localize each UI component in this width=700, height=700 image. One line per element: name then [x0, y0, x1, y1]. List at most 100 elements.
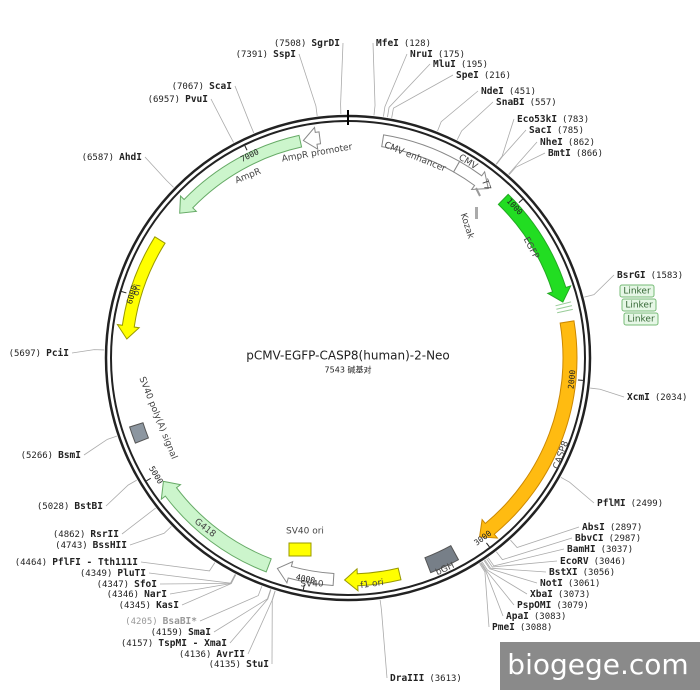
site-name: PflFI - Tth111I — [52, 557, 138, 568]
site-position: (5028) — [37, 502, 70, 512]
site-position: (4743) — [55, 541, 88, 551]
site-position: (3088) — [520, 623, 553, 633]
linker-mark — [557, 308, 573, 314]
site-position: (4159) — [151, 628, 184, 638]
site-label: SpeI (216) — [456, 70, 511, 81]
site-name: PluTI — [117, 568, 146, 579]
feature-arrow — [116, 236, 166, 340]
site-position: (3613) — [429, 674, 462, 684]
site-label: MfeI (128) — [376, 38, 431, 49]
site-position: (3073) — [558, 590, 591, 600]
site-connector — [210, 98, 234, 143]
site-connector — [372, 42, 376, 116]
site-name: AvrII — [216, 649, 245, 660]
site-position: (3061) — [568, 579, 601, 589]
site-label: PmeI (3088) — [492, 622, 552, 633]
site-connector — [480, 562, 515, 606]
site-label: (4347) SfoI — [97, 579, 157, 590]
site-label: AbsI (2897) — [582, 522, 642, 533]
linker-box — [621, 298, 657, 312]
site-label: (5266) BsmI — [21, 450, 81, 461]
site-position: (6957) — [148, 95, 181, 105]
site-label: (7508) SgrDI — [274, 38, 340, 49]
site-position: (3037) — [601, 545, 634, 555]
site-connector — [495, 118, 515, 165]
site-connector — [487, 548, 565, 567]
site-connector — [340, 42, 344, 115]
ring-tick-label: 5000 — [147, 465, 165, 486]
site-connector — [486, 558, 558, 568]
site-name: KasI — [156, 600, 179, 611]
watermark: biogege.com — [507, 648, 688, 681]
site-connector — [383, 53, 408, 117]
feature-arrow — [129, 422, 150, 444]
site-name: Eco53kI — [517, 114, 557, 125]
site-connector — [483, 560, 538, 584]
site-label: BbvCI (2987) — [575, 533, 641, 544]
feature-label: f1 ori — [360, 578, 385, 591]
site-label: (4743) BssHII — [55, 540, 127, 551]
site-connector — [105, 479, 137, 507]
site-position: (4349) — [80, 569, 113, 579]
site-label: (4205) BsaBI* — [125, 616, 197, 627]
site-name: AhdI — [119, 152, 142, 163]
ring-tick-label: 4000 — [295, 573, 316, 586]
site-connector — [479, 563, 490, 628]
site-position: (2897) — [610, 523, 643, 533]
site-name: NotI — [540, 578, 563, 589]
site-position: (4346) — [107, 590, 140, 600]
linker-label: Linker — [627, 315, 655, 325]
site-connector — [271, 590, 276, 665]
site-label: (4346) NarI — [107, 589, 167, 600]
site-connector — [510, 526, 580, 549]
site-position: (4862) — [53, 530, 86, 540]
site-label: (4862) RsrII — [53, 529, 119, 540]
site-connector — [199, 586, 263, 622]
site-label: SacI (785) — [529, 125, 584, 136]
feature-label: ori — [131, 283, 143, 297]
site-name: PciI — [46, 348, 69, 359]
site-name: MfeI — [376, 38, 399, 49]
feature-arrow — [179, 134, 303, 214]
watermark-box — [500, 642, 700, 690]
feature-label: SV40 — [300, 580, 324, 590]
site-connector — [484, 559, 547, 573]
site-connector — [169, 574, 236, 595]
site-connector — [129, 526, 172, 546]
site-label: (7391) SspI — [236, 49, 296, 60]
site-label: (6587) AhdI — [82, 152, 142, 163]
linker-mark — [555, 301, 572, 307]
site-name: PmeI — [492, 622, 515, 633]
site-position: (2987) — [609, 534, 642, 544]
site-position: (4347) — [97, 580, 130, 590]
site-name: PvuI — [185, 94, 208, 105]
site-label: MluI (195) — [433, 59, 488, 70]
site-label: NdeI (451) — [481, 86, 536, 97]
site-name: NdeI — [481, 86, 504, 97]
site-position: (3056) — [583, 568, 616, 578]
site-position: (195) — [461, 60, 488, 70]
site-connector — [140, 561, 216, 572]
site-position: (783) — [562, 115, 589, 125]
site-name: SnaBI — [496, 97, 525, 108]
site-position: (866) — [576, 149, 603, 159]
site-connector — [481, 561, 528, 595]
site-label: XcmI (2034) — [627, 392, 687, 403]
site-position: (7508) — [274, 39, 307, 49]
site-label: (6957) PvuI — [148, 94, 208, 105]
feature-arrow — [424, 545, 460, 574]
feature-label: T7 — [479, 177, 493, 192]
site-name: BamHI — [567, 544, 596, 555]
site-label: NheI (862) — [540, 137, 595, 148]
site-connector — [298, 53, 318, 117]
site-position: (785) — [557, 126, 584, 136]
site-position: (128) — [404, 39, 431, 49]
linker-label: Linker — [623, 287, 651, 297]
site-name: SgrDI — [311, 38, 340, 49]
feature-arrow — [302, 126, 322, 151]
ring-tick — [518, 198, 523, 203]
site-name: BsmI — [58, 450, 81, 461]
site-label: (5028) BstBI — [37, 501, 103, 512]
site-position: (4345) — [119, 601, 152, 611]
site-connector — [379, 599, 388, 679]
